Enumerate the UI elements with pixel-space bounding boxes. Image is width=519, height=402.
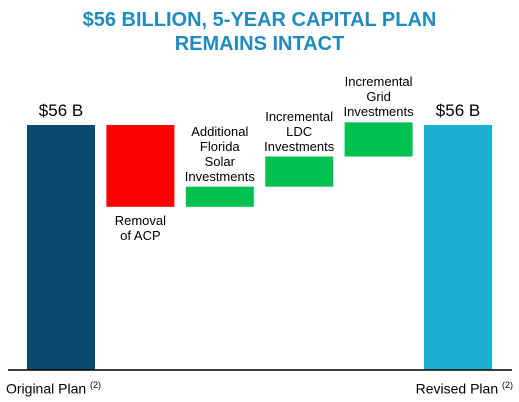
footnote-mark: (2) bbox=[90, 380, 102, 390]
bar bbox=[106, 125, 175, 207]
bar bbox=[27, 125, 95, 370]
category-label-group: Revised Plan (2) bbox=[416, 376, 513, 398]
bar bbox=[185, 186, 254, 207]
bar bbox=[424, 125, 492, 370]
category-label: Original Plan bbox=[6, 380, 87, 397]
bar bbox=[344, 122, 413, 157]
category-label: Removal of ACP bbox=[114, 212, 167, 243]
category-label: Incremental Grid Investments bbox=[343, 74, 414, 120]
bar bbox=[265, 156, 334, 187]
category-label-group: Original Plan (2) bbox=[6, 376, 101, 398]
category-label: Additional Florida Solar Investments bbox=[184, 123, 255, 184]
footnote-mark: (2) bbox=[502, 380, 513, 390]
value-label: $56 B bbox=[38, 101, 84, 120]
value-label: $56 B bbox=[435, 101, 481, 120]
category-label: Revised Plan bbox=[415, 380, 499, 397]
category-label: Incremental LDC Investments bbox=[264, 108, 335, 154]
chart-title: $56 BILLION, 5-YEAR CAPITAL PLAN REMAINS… bbox=[82, 9, 437, 55]
